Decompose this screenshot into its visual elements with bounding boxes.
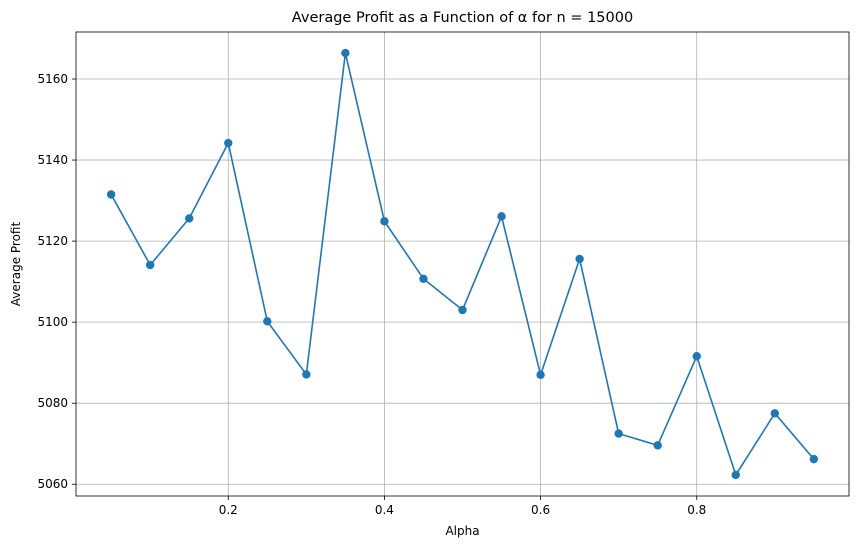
x-tick-label: 0.2: [219, 503, 238, 517]
data-point: [497, 212, 506, 221]
data-point: [224, 138, 233, 148]
x-tick-label: 0.6: [531, 503, 550, 517]
data-series: [106, 48, 819, 480]
data-point: [341, 48, 350, 58]
x-axis-title: Alpha: [445, 524, 479, 538]
plot-frame: [75, 31, 850, 497]
axis-ticks: 0.2 0.4 0.6 0.8 5060 5080 5100 5120 5140 5160: [37, 72, 706, 517]
data-point: [614, 429, 623, 438]
data-point: [731, 470, 740, 480]
data-point: [653, 441, 662, 450]
y-axis-title: Average Profit: [9, 222, 23, 307]
grid-lines: [76, 32, 849, 496]
data-point: [770, 409, 780, 418]
data-point: [380, 217, 389, 226]
data-point: [263, 317, 272, 326]
data-point: [536, 370, 545, 380]
data-point: [458, 305, 467, 315]
data-point: [185, 214, 194, 223]
y-tick-label: 5100: [37, 315, 68, 329]
data-point: [809, 454, 819, 464]
data-point: [106, 190, 116, 199]
y-tick-label: 5080: [37, 396, 68, 410]
data-point: [302, 370, 311, 379]
data-point: [575, 254, 584, 264]
y-tick-label: 5160: [37, 72, 68, 86]
chart-title: Average Profit as a Function of α for n …: [292, 10, 633, 26]
y-tick-label: 5060: [37, 477, 68, 491]
y-tick-label: 5120: [37, 234, 68, 248]
data-point: [692, 351, 701, 361]
y-tick-label: 5140: [37, 153, 68, 167]
data-point: [419, 274, 428, 283]
x-tick-label: 0.8: [687, 503, 706, 517]
data-point: [145, 260, 155, 270]
x-tick-label: 0.4: [375, 503, 394, 517]
